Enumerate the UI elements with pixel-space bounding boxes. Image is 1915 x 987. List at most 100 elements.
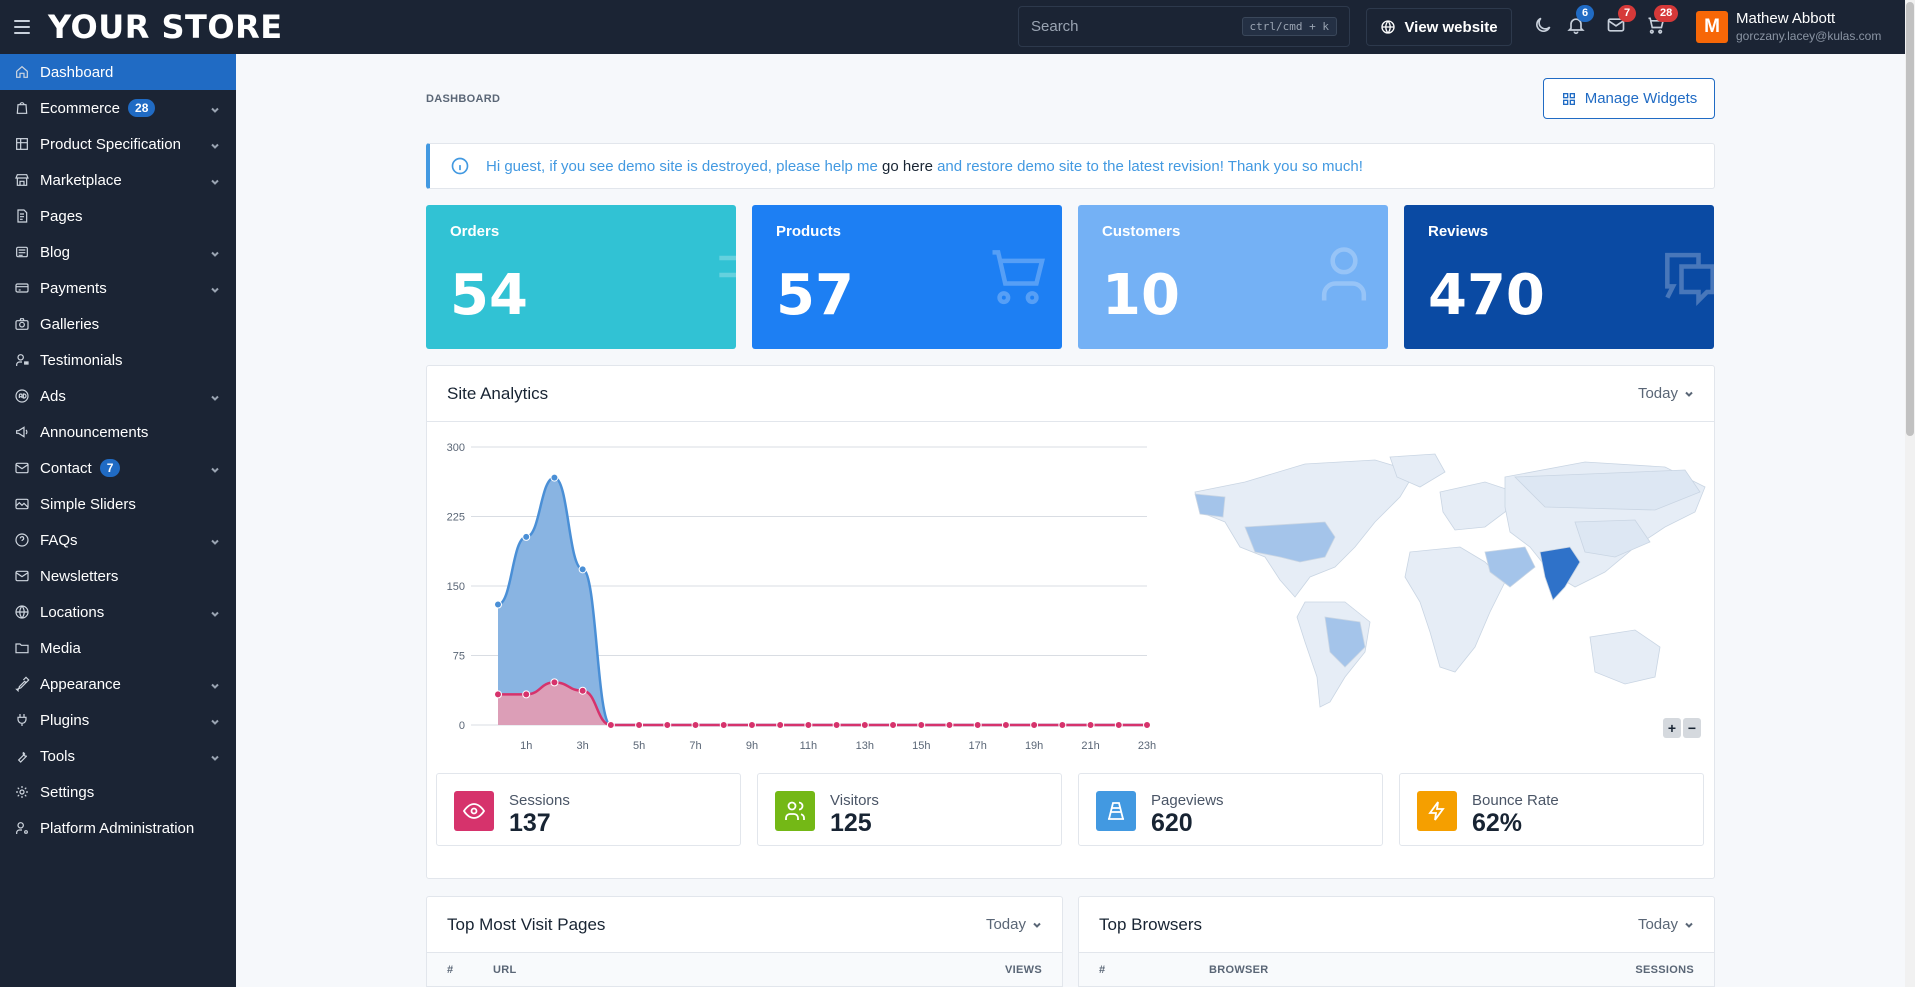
reviews-stat-card[interactable]: Reviews 470 — [1404, 205, 1714, 349]
camera-icon — [14, 316, 30, 332]
sidebar-item-label: Marketplace — [40, 171, 122, 189]
shop-icon — [14, 172, 30, 188]
menu-toggle-icon[interactable] — [14, 20, 38, 34]
pageviews-value: 620 — [1151, 809, 1193, 837]
sidebar-item-badge: 7 — [99, 459, 121, 477]
customers-stat-label: Customers — [1102, 223, 1181, 240]
user-icon — [1310, 241, 1378, 309]
chevron-down-icon — [210, 138, 220, 149]
data-point — [522, 690, 531, 699]
col-browser[interactable]: BROWSER — [1209, 963, 1269, 976]
map-europe — [1439, 481, 1516, 531]
customers-stat-card[interactable]: Customers 10 — [1078, 205, 1388, 349]
sidebar-item-faqs[interactable]: FAQs — [0, 522, 236, 558]
sidebar-item-media[interactable]: Media — [0, 630, 236, 666]
customers-stat-value: 10 — [1102, 263, 1180, 328]
products-stat-value: 57 — [776, 263, 854, 328]
world-map[interactable] — [1185, 452, 1715, 712]
eye-icon — [462, 803, 486, 819]
map-zoom-out-button[interactable]: − — [1683, 718, 1701, 738]
messages-badge: 7 — [1618, 5, 1637, 22]
x-tick-label: 13h — [856, 740, 874, 752]
bounce-rate-label: Bounce Rate — [1472, 792, 1559, 809]
products-stat-card[interactable]: Products 57 — [752, 205, 1062, 349]
orders-bg-icon — [708, 241, 736, 309]
view-website-button[interactable]: View website — [1366, 8, 1512, 46]
sidebar-item-plugins[interactable]: Plugins — [0, 702, 236, 738]
alert-text-after: and restore demo site to the latest revi… — [932, 157, 1363, 175]
data-point — [776, 721, 785, 729]
orders-stat-card[interactable]: Orders 54 — [426, 205, 736, 349]
sidebar-item-locations[interactable]: Locations — [0, 594, 236, 630]
top-pages-range-label: Today — [985, 916, 1026, 933]
bolt-icon — [1428, 801, 1445, 821]
sidebar-item-pages[interactable]: Pages — [0, 198, 236, 234]
theme-toggle-button[interactable] — [1533, 15, 1555, 37]
sidebar-item-appearance[interactable]: Appearance — [0, 666, 236, 702]
sidebar-item-settings[interactable]: Settings — [0, 774, 236, 810]
col-sessions[interactable]: SESSIONS — [1635, 963, 1694, 976]
sidebar-item-ecommerce[interactable]: Ecommerce 28 — [0, 90, 236, 126]
sidebar-item-platform-administration[interactable]: Platform Administration — [0, 810, 236, 846]
data-point — [945, 721, 954, 729]
envelope-icon — [14, 568, 30, 584]
user-quote-icon — [14, 352, 30, 368]
data-point — [550, 473, 559, 482]
manage-widgets-button[interactable]: Manage Widgets — [1543, 78, 1715, 119]
moon-icon — [1536, 17, 1551, 32]
search-input[interactable]: Search ctrl/cmd + k — [1018, 6, 1350, 47]
message-icon — [1656, 241, 1714, 309]
sidebar-item-ads[interactable]: Ads — [0, 378, 236, 414]
products-stat-label: Products — [776, 223, 842, 240]
data-point — [832, 721, 841, 729]
sidebar: Dashboard Ecommerce 28 Product Specificatio… — [0, 54, 236, 987]
sidebar-item-blog[interactable]: Blog — [0, 234, 236, 270]
alert-go-here-link[interactable]: go here — [882, 157, 933, 175]
sidebar-item-dashboard[interactable]: Dashboard — [0, 54, 236, 90]
data-point — [691, 721, 700, 729]
avatar[interactable]: M — [1696, 11, 1728, 43]
store-logo[interactable]: YOUR STORE — [48, 8, 283, 46]
bounce-rate-icon-box — [1417, 791, 1457, 831]
view-website-label: View website — [1404, 18, 1498, 36]
col-views[interactable]: VIEWS — [1005, 963, 1042, 976]
traffic-cone-icon — [1107, 802, 1125, 820]
sidebar-item-label: Newsletters — [40, 567, 119, 585]
plug-icon — [14, 712, 30, 728]
sessions-icon-box — [454, 791, 494, 831]
analytics-range-dropdown[interactable]: Today — [1638, 385, 1694, 402]
visitors-label: Visitors — [830, 792, 879, 809]
x-tick-label: 3h — [577, 740, 589, 752]
data-point — [494, 600, 502, 609]
sidebar-item-label: Announcements — [40, 423, 149, 441]
sidebar-item-galleries[interactable]: Galleries — [0, 306, 236, 342]
data-point — [522, 532, 531, 541]
top-browsers-range-dropdown[interactable]: Today — [1638, 916, 1694, 933]
messages-button[interactable]: 7 — [1606, 5, 1637, 37]
sidebar-item-tools[interactable]: Tools — [0, 738, 236, 774]
col-url[interactable]: URL — [493, 963, 517, 976]
sidebar-item-payments[interactable]: Payments — [0, 270, 236, 306]
col-number: # — [447, 963, 454, 976]
x-tick-label: 23h — [1138, 740, 1156, 752]
sidebar-item-marketplace[interactable]: Marketplace — [0, 162, 236, 198]
top-pages-range-dropdown[interactable]: Today — [986, 916, 1042, 933]
sidebar-item-newsletters[interactable]: Newsletters — [0, 558, 236, 594]
sidebar-item-contact[interactable]: Contact 7 — [0, 450, 236, 486]
breadcrumb[interactable]: DASHBOARD — [426, 93, 501, 105]
sidebar-item-simple-sliders[interactable]: Simple Sliders — [0, 486, 236, 522]
sidebar-item-announcements[interactable]: Announcements — [0, 414, 236, 450]
chevron-down-icon — [1033, 922, 1041, 928]
sidebar-item-label: Dashboard — [40, 63, 114, 81]
notifications-button[interactable]: 6 — [1566, 5, 1595, 37]
top-pages-title: Top Most Visit Pages — [447, 914, 606, 934]
map-zoom-in-button[interactable]: + — [1663, 718, 1681, 738]
sidebar-item-product-specification[interactable]: Product Specification — [0, 126, 236, 162]
scrollbar-thumb[interactable] — [1906, 2, 1914, 436]
user-name[interactable]: Mathew Abbott — [1736, 10, 1836, 27]
sidebar-item-testimonials[interactable]: Testimonials — [0, 342, 236, 378]
sessions-metric: Sessions 137 — [436, 773, 741, 846]
cart-icon — [984, 241, 1052, 309]
orders-button[interactable]: 28 — [1646, 5, 1679, 37]
page-scrollbar[interactable] — [1905, 0, 1915, 987]
